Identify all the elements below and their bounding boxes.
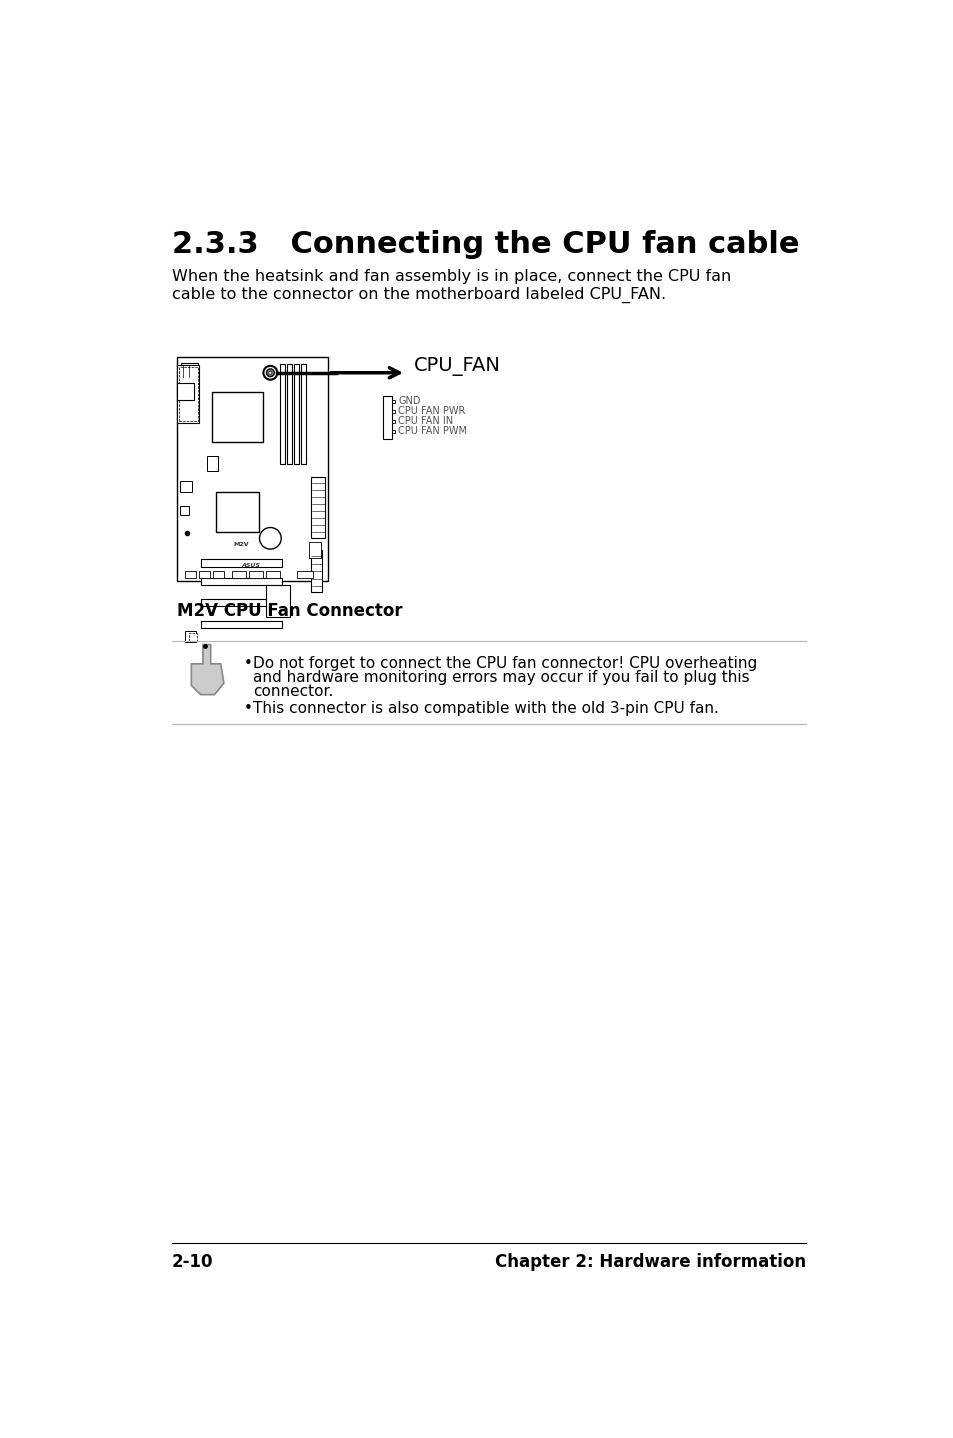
Bar (199, 571, 210, 578)
Bar (200, 578, 282, 584)
Circle shape (269, 371, 272, 374)
Polygon shape (192, 644, 224, 695)
Bar (216, 492, 258, 532)
Bar (181, 362, 198, 377)
Bar (392, 400, 395, 403)
Text: •: • (244, 656, 253, 672)
Text: cable to the connector on the motherboard labeled CPU_FAN.: cable to the connector on the motherboar… (172, 286, 665, 303)
Bar (200, 621, 282, 627)
Bar (207, 456, 217, 472)
Text: GND: GND (397, 397, 420, 407)
Bar (392, 410, 395, 413)
Bar (179, 482, 192, 492)
Bar (179, 367, 197, 421)
Text: and hardware monitoring errors may occur if you fail to plug this: and hardware monitoring errors may occur… (253, 670, 749, 684)
Text: When the heatsink and fan assembly is in place, connect the CPU fan: When the heatsink and fan assembly is in… (172, 269, 730, 283)
Bar (279, 364, 285, 463)
Bar (309, 542, 320, 558)
Bar (189, 633, 196, 641)
Text: 2.3.3   Connecting the CPU fan cable: 2.3.3 Connecting the CPU fan cable (172, 230, 799, 259)
Bar (266, 571, 279, 578)
Bar (266, 584, 290, 617)
Bar (294, 364, 298, 463)
Bar (177, 365, 199, 423)
Text: CPU FAN IN: CPU FAN IN (397, 416, 453, 426)
Circle shape (263, 365, 277, 380)
Text: •: • (244, 700, 253, 716)
Bar (297, 571, 313, 578)
Circle shape (266, 370, 274, 377)
Text: Do not forget to connect the CPU fan connector! CPU overheating: Do not forget to connect the CPU fan con… (253, 656, 757, 672)
Bar (286, 364, 292, 463)
Text: 2-10: 2-10 (172, 1252, 213, 1271)
Bar (392, 430, 395, 433)
Text: CPU FAN PWM: CPU FAN PWM (397, 426, 467, 436)
Text: ASUS: ASUS (241, 562, 260, 568)
Circle shape (259, 528, 281, 549)
Bar (177, 358, 328, 581)
Bar (311, 477, 325, 538)
Bar (177, 383, 194, 400)
Text: M2V: M2V (233, 542, 249, 546)
Bar (200, 600, 282, 605)
Text: This connector is also compatible with the old 3-pin CPU fan.: This connector is also compatible with t… (253, 700, 719, 716)
Bar (185, 631, 195, 643)
Text: Chapter 2: Hardware information: Chapter 2: Hardware information (495, 1252, 805, 1271)
Text: CPU_FAN: CPU_FAN (414, 357, 500, 377)
Bar (249, 571, 262, 578)
Bar (179, 506, 189, 515)
Bar (200, 559, 282, 567)
Bar (392, 420, 395, 423)
Bar (311, 549, 322, 592)
Bar (185, 571, 195, 578)
Bar (213, 571, 224, 578)
Bar (382, 395, 392, 439)
Bar (300, 364, 306, 463)
Text: M2V CPU Fan Connector: M2V CPU Fan Connector (177, 603, 402, 620)
Text: connector.: connector. (253, 684, 334, 699)
Bar (232, 571, 245, 578)
Text: CPU FAN PWR: CPU FAN PWR (397, 407, 465, 416)
Bar (212, 393, 262, 441)
